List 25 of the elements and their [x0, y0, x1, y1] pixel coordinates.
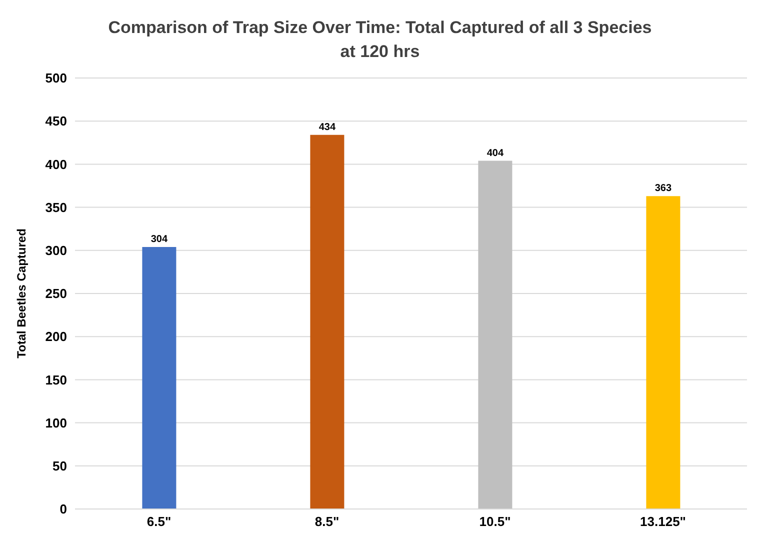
data-label: 363 — [654, 183, 672, 194]
y-tick-label: 150 — [45, 372, 67, 388]
data-label: 434 — [318, 122, 336, 133]
chart-title: Comparison of Trap Size Over Time: Total Captured of all 3 Species at 120 hrs — [107, 17, 653, 63]
bar — [478, 160, 512, 509]
x-tick-label: 13.125" — [640, 514, 686, 530]
y-tick-label: 250 — [45, 286, 67, 302]
data-label: 304 — [150, 234, 168, 245]
y-tick-label: 50 — [52, 458, 67, 474]
y-axis-title: Total Beetles Captured — [14, 228, 28, 358]
bar — [142, 246, 176, 509]
bar — [646, 196, 680, 509]
y-tick-label: 450 — [45, 114, 67, 129]
bar — [310, 134, 344, 509]
y-tick-label: 100 — [45, 415, 67, 430]
y-tick-label: 400 — [45, 156, 67, 172]
y-tick-label: 350 — [45, 200, 67, 215]
y-tick-label: 0 — [60, 502, 67, 517]
y-tick-label: 200 — [45, 329, 67, 344]
x-tick-label: 6.5" — [146, 514, 172, 530]
data-label: 404 — [486, 148, 504, 159]
x-tick-label: 10.5" — [479, 514, 511, 530]
y-tick-label: 500 — [45, 70, 67, 86]
y-tick-label: 300 — [45, 243, 67, 258]
x-tick-label: 8.5" — [314, 514, 340, 530]
